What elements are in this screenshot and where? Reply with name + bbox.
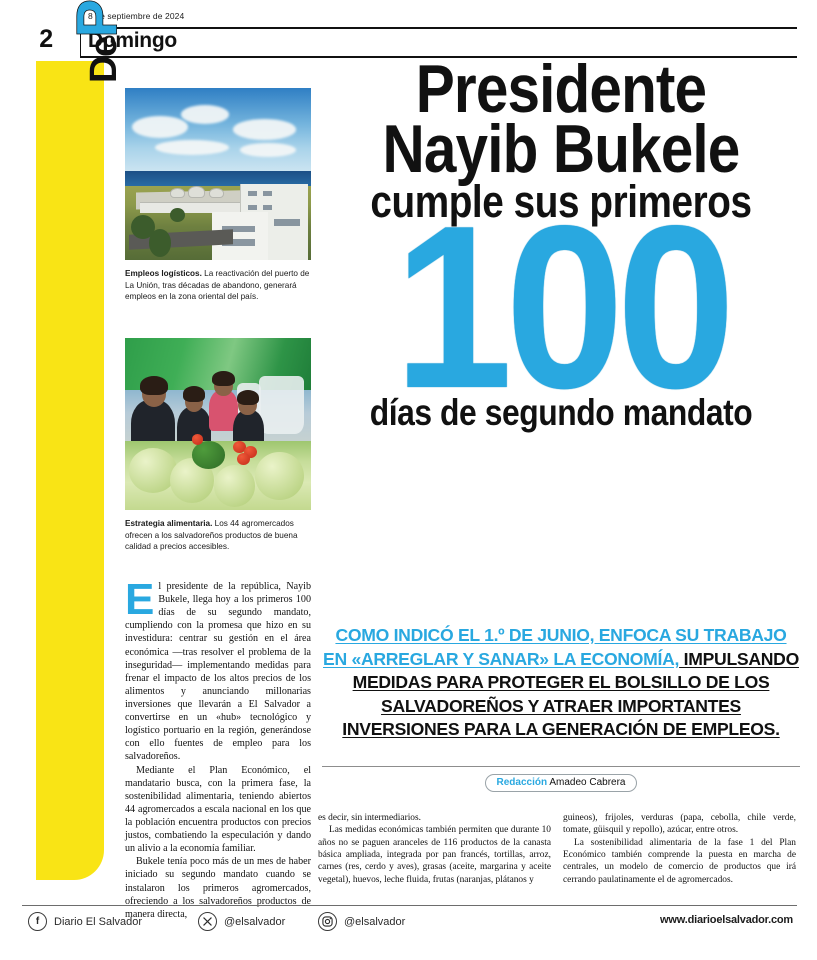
social-x[interactable]: @elsalvador bbox=[198, 912, 285, 931]
byline-wrapper: Redacción Amadeo Cabrera bbox=[322, 772, 800, 792]
headline-line-2: Nayib Bukele bbox=[382, 111, 741, 188]
headline-big-number: 100 bbox=[393, 177, 735, 437]
deck-rest: IMPULSANDO MEDIDAS PARA PROTEGER EL BOLS… bbox=[342, 648, 799, 740]
page-number: 2 bbox=[39, 25, 53, 53]
website-url[interactable]: www.diarioelsalvador.com bbox=[660, 914, 793, 926]
section-band: DePaís bbox=[36, 0, 130, 880]
caption-text: La reactivación del puerto de La Unión, … bbox=[125, 269, 310, 302]
tree bbox=[169, 208, 185, 223]
cloud bbox=[180, 105, 230, 125]
facebook-icon: f bbox=[28, 912, 47, 931]
deck-divider bbox=[322, 766, 800, 767]
masthead-vertical-rule bbox=[80, 10, 81, 57]
weekday-label: Domingo bbox=[88, 29, 177, 52]
photo-port-of-la-union bbox=[125, 88, 311, 260]
photo-caption-1: Empleos logísticos. La reactivación del … bbox=[125, 268, 311, 303]
cloud bbox=[232, 118, 297, 140]
section-label-de: De bbox=[83, 37, 125, 83]
social-instagram[interactable]: @elsalvador bbox=[318, 912, 405, 931]
footer: f Diario El Salvador @elsalvador @elsalv… bbox=[22, 912, 797, 942]
tomato bbox=[191, 434, 204, 445]
tomato bbox=[236, 453, 250, 466]
byline-author: Amadeo Cabrera bbox=[549, 777, 626, 788]
caption-text: Los 44 agromercados ofrecen a los salvad… bbox=[125, 519, 298, 552]
section-label: DePaís bbox=[64, 0, 130, 83]
article-column-bottom-2: guineos), frijoles, verduras (papa, cebo… bbox=[563, 812, 796, 886]
cloud bbox=[132, 115, 189, 138]
cloud bbox=[240, 143, 297, 157]
cloud bbox=[154, 139, 230, 156]
paragraph: Mediante el Plan Económico, el mandatari… bbox=[125, 764, 311, 855]
paragraph-text: l presidente de la república, Nayib Buke… bbox=[125, 581, 311, 763]
vendor-hair bbox=[182, 386, 205, 402]
cabbage bbox=[255, 451, 304, 500]
window-band bbox=[221, 225, 256, 233]
headline-block: Presidente Nayib Bukele cumple sus prime… bbox=[322, 51, 800, 437]
photo-agromercado bbox=[125, 338, 311, 510]
tomato bbox=[232, 441, 246, 454]
masthead: 2 8 de septiembre de 2024 Domingo bbox=[22, 10, 797, 58]
photo-caption-2: Estrategia alimentaria. Los 44 agromerca… bbox=[125, 518, 311, 553]
deck-lead: COMO INDICÓ EL 1.º DE JUNIO, ENFOCA SU T… bbox=[323, 625, 787, 669]
caption-lead: Empleos logísticos. bbox=[125, 269, 202, 278]
greens bbox=[191, 441, 226, 469]
masthead-rule-bottom bbox=[80, 56, 797, 58]
paragraph: Bukele tenía poco más de un mes de haber… bbox=[125, 856, 311, 920]
instagram-icon bbox=[318, 912, 337, 931]
vendor-hair bbox=[236, 389, 259, 406]
masthead-rule-top bbox=[80, 27, 797, 29]
social-facebook[interactable]: f Diario El Salvador bbox=[28, 912, 142, 931]
byline-department: Redacción bbox=[496, 777, 548, 788]
drop-cap: E bbox=[125, 575, 155, 624]
window bbox=[262, 204, 272, 211]
section-label-pais: País bbox=[64, 0, 130, 38]
window bbox=[247, 204, 258, 211]
window bbox=[262, 191, 272, 197]
hanging-bags bbox=[258, 375, 304, 435]
article-deck: COMO INDICÓ EL 1.º DE JUNIO, ENFOCA SU T… bbox=[322, 624, 800, 742]
headline-line-4: días de segundo mandato bbox=[369, 391, 753, 433]
vendor-hair bbox=[139, 375, 168, 395]
tree bbox=[149, 229, 172, 257]
x-handle: @elsalvador bbox=[224, 915, 286, 928]
shopper-hair bbox=[212, 370, 235, 387]
window bbox=[247, 191, 258, 197]
warehouse bbox=[139, 201, 248, 213]
dateline: 8 de septiembre de 2024 bbox=[88, 11, 185, 21]
sea bbox=[125, 170, 311, 188]
byline-pill: Redacción Amadeo Cabrera bbox=[484, 774, 638, 792]
x-twitter-icon bbox=[198, 912, 217, 931]
storage-tank bbox=[208, 187, 224, 199]
article-column-bottom-1: es decir, sin intermediarios. Las medida… bbox=[318, 812, 551, 886]
instagram-handle: @elsalvador bbox=[344, 915, 406, 928]
paragraph: guineos), frijoles, verduras (papa, cebo… bbox=[563, 813, 796, 836]
cabbage bbox=[128, 448, 178, 493]
paragraph: Las medidas económicas también permiten … bbox=[318, 825, 551, 885]
headline-line-3: cumple sus primeros bbox=[370, 175, 752, 227]
paragraph: es decir, sin intermediarios. bbox=[318, 813, 421, 823]
storage-tank bbox=[169, 187, 185, 199]
footer-divider bbox=[22, 905, 797, 906]
storage-tank bbox=[188, 186, 206, 199]
headline-line-1: Presidente bbox=[415, 51, 707, 127]
facebook-handle: Diario El Salvador bbox=[54, 915, 143, 928]
cabbage bbox=[214, 465, 256, 507]
caption-lead: Estrategia alimentaria. bbox=[125, 519, 213, 528]
paragraph: La sostenibilidad alimentaria de la fase… bbox=[563, 837, 796, 885]
window-band bbox=[273, 218, 300, 226]
window-band bbox=[221, 239, 256, 247]
